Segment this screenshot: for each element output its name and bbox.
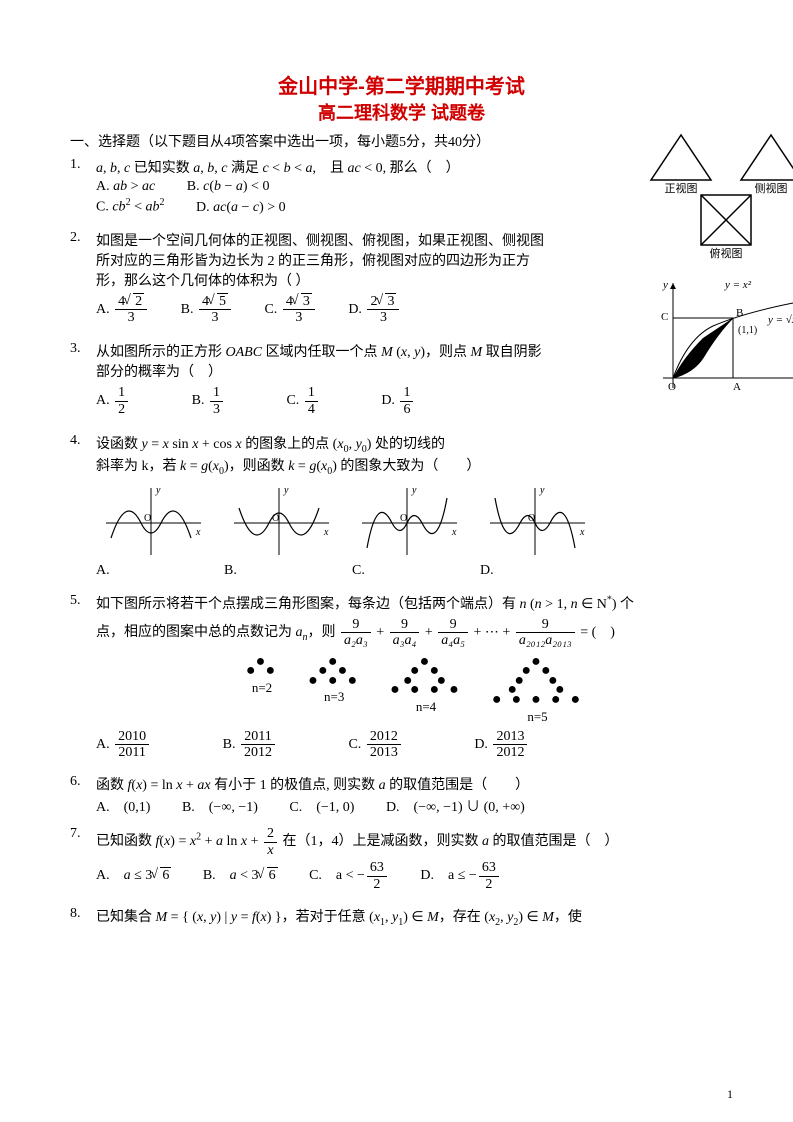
tri-label-5: n=5 [527,709,547,725]
q3-opt-a: A. 12 [96,385,130,417]
q3-A: A [733,381,741,393]
q6-options: A. (0,1) B. (−∞, −1) C. (−1, 0) D. (−∞, … [96,796,733,816]
q5-options: A. 20102011 B. 20112012 C. 20122013 D. 2… [96,729,733,761]
q5-number: 5. [70,593,96,609]
svg-text:y: y [283,485,289,496]
q4-graphs: Oxy A. Oxy B. Oxy C. Oxy D. [96,483,733,579]
q2-text: 如图是一个空间几何体的正视图、侧视图、俯视图，如果正视图、侧视图所对应的三角形皆… [96,230,733,290]
q4-number: 4. [70,433,96,449]
q1-opt-d: D. ac(a − c) > 0 [196,200,286,216]
q2-opt-c: C. 433 [264,294,316,326]
tri-label-4: n=4 [416,699,436,715]
question-1: 1. a, b, c 已知实数 a, b, c 满足 c < b < a, 且 … [70,157,733,177]
q7-text: 已知函数 f(x) = x2 + a ln x + 2x 在（1，4）上是减函数… [96,826,733,858]
svg-text:x: x [451,527,457,538]
q2-options: A. 423 B. 453 C. 433 D. 233 [96,294,733,326]
q6-number: 6. [70,774,96,790]
q1-options: A. ab > ac B. c(b − a) < 0 [96,179,733,195]
q3-y: y [662,279,668,291]
q4-line1: 设函数 y = x sin x + cos x 的图象上的点 (x0, y0) … [96,433,733,455]
q6-opt-b: B. (−∞, −1) [182,796,258,816]
q6-opt-c: C. (−1, 0) [289,796,354,816]
q7-options: A. a ≤ 36 B. a < 36 C. a < −632 D. a ≤ −… [96,860,733,892]
q7-opt-d: D. a ≤ −632 [420,860,500,892]
q4-opt-b: Oxy B. [224,483,334,579]
q5-triangles: ●● ●n=2 ●● ●● ● ●n=3 ●● ●● ●● ● ● ●n=4 ●… [96,657,733,725]
q6-opt-d: D. (−∞, −1) ∪ (0, +∞) [386,796,525,816]
page-number: 1 [727,1087,733,1102]
q7-opt-b: B. a < 36 [203,864,278,884]
q4-opt-c: Oxy C. [352,483,462,579]
q1-opt-a: A. ab > ac [96,179,155,195]
q4-line2: 斜率为 k，若 k = g(x0)，则函数 k = g(x0) 的图象大致为（ … [96,455,733,477]
q3-number: 3. [70,341,96,357]
q3-C: C [661,311,668,323]
q4-opt-d: Oxy D. [480,483,590,579]
q3-opt-c: C. 14 [286,385,319,417]
tri-label-2: n=2 [252,680,272,696]
q3-O: O [668,381,676,393]
side-view-label: 侧视图 [755,181,788,195]
q7-opt-a: A. a ≤ 36 [96,864,171,884]
q5-opt-b: B. 20112012 [223,729,277,761]
question-8: 8. 已知集合 M = { (x, y) | y = f(x) }，若对于任意 … [70,906,733,928]
q7-number: 7. [70,826,96,842]
svg-text:x: x [323,527,329,538]
svg-text:O: O [144,513,151,524]
front-view-label: 正视图 [665,181,698,195]
svg-text:x: x [195,527,201,538]
svg-text:y: y [155,485,161,496]
svg-text:y: y [539,485,545,496]
q1-options2: C. cb2 < ab2 D. ac(a − c) > 0 [96,197,733,216]
q8-number: 8. [70,906,96,922]
q6-text: 函数 f(x) = ln x + ax 有小于 1 的极值点, 则实数 a 的取… [96,774,733,794]
q5-line2: 点，相应的图案中总的点数记为 an，则 9a₂a₃ + 9a₃a₄ + 9a₄a… [96,617,733,649]
q1-opt-c: C. cb2 < ab2 [96,197,164,216]
tri-label-3: n=3 [324,689,344,705]
q5-opt-c: C. 20122013 [348,729,402,761]
q8-text: 已知集合 M = { (x, y) | y = f(x) }，若对于任意 (x1… [96,906,733,928]
question-3: 3. 从如图所示的正方形 OABC 区域内任取一个点 M (x, y)，则点 M… [70,341,733,381]
question-5: 5. 如下图所示将若干个点摆成三角形图案，每条边（包括两个端点）有 n (n >… [70,593,733,649]
q3-B: B [736,307,743,319]
svg-text:y = √x: y = √x [767,314,793,326]
q2-opt-d: D. 233 [348,294,401,326]
q1-number: 1. [70,157,96,173]
q7-opt-c: C. a < −632 [309,860,389,892]
question-2: 2. 如图是一个空间几何体的正视图、侧视图、俯视图，如果正视图、侧视图所对应的三… [70,230,733,290]
q2-number: 2. [70,230,96,246]
question-7: 7. 已知函数 f(x) = x2 + a ln x + 2x 在（1，4）上是… [70,826,733,858]
svg-text:y = x²: y = x² [724,279,752,291]
q5-opt-d: D. 20132012 [474,729,529,761]
section-heading: 一、选择题（以下题目从4项答案中选出一项，每小题5分，共40分） [70,131,733,151]
q3-opt-d: D. 16 [381,385,415,417]
svg-text:O: O [400,513,407,524]
q6-opt-a: A. (0,1) [96,796,150,816]
q5-opt-a: A. 20102011 [96,729,151,761]
title-line1: 金山中学-第二学期期中考试 [70,70,733,99]
svg-text:x: x [579,527,585,538]
q1-text: a, b, c [96,161,130,176]
question-6: 6. 函数 f(x) = ln x + ax 有小于 1 的极值点, 则实数 a… [70,774,733,794]
q3-point: (1,1) [738,325,757,336]
q3-options: A. 12 B. 13 C. 14 D. 16 [96,385,733,417]
q5-line1: 如下图所示将若干个点摆成三角形图案，每条边（包括两个端点）有 n (n > 1,… [96,593,733,613]
question-4: 4. 设函数 y = x sin x + cos x 的图象上的点 (x0, y… [70,433,733,477]
q2-opt-a: A. 423 [96,294,149,326]
title-line2: 高二理科数学 试题卷 [70,99,733,125]
q4-opt-a: Oxy A. [96,483,206,579]
q3-opt-b: B. 13 [192,385,225,417]
q2-opt-b: B. 453 [181,294,233,326]
svg-text:y: y [411,485,417,496]
q1-opt-b: B. c(b − a) < 0 [187,179,270,195]
